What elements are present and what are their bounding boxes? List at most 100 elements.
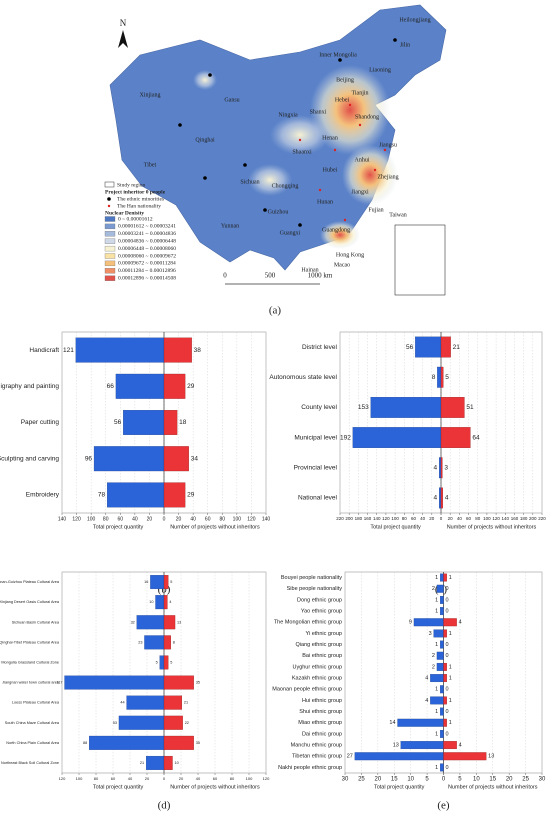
bar-left xyxy=(107,482,165,508)
place-label: Hubei xyxy=(323,167,338,173)
value-label: 29 xyxy=(187,383,195,390)
legend-swatch xyxy=(104,216,116,222)
x-tick-label: 40 xyxy=(128,776,133,781)
density-spot xyxy=(310,65,390,155)
place-label: Shanxi xyxy=(310,109,327,115)
bar-left xyxy=(144,635,165,650)
legend-label: The Han nationality xyxy=(117,203,161,209)
x-tick-label: 80 xyxy=(220,516,226,522)
place-label: Hunan xyxy=(317,199,333,205)
density-spot xyxy=(320,221,360,249)
density-spot xyxy=(270,115,330,155)
bar-right xyxy=(163,735,194,750)
chart: 0 20 20 40 40 60 60 80 80 100 100 120 120 Yunnan-Guiz… xyxy=(0,571,270,812)
x-tick-label: 100 xyxy=(246,776,253,781)
place-label: Shaanxi xyxy=(292,149,312,155)
minority-point xyxy=(263,208,267,212)
value-label: 23 xyxy=(138,640,142,644)
value-label: 44 xyxy=(120,701,124,705)
legend-swatch xyxy=(104,260,116,267)
value-label: 96 xyxy=(85,455,93,462)
bar-left xyxy=(439,487,442,509)
legend-label: 0.00011284 ~ 0.00012896 xyxy=(118,268,176,274)
x-tick-label: 40 xyxy=(457,516,463,521)
bar-left xyxy=(123,410,165,435)
category-label: Sibe people nationality xyxy=(287,586,343,592)
category-label: Inner Mongolia Grassland Cultural Zone xyxy=(0,660,59,664)
category-label: Miao ethnic group xyxy=(298,720,342,726)
x-tick-label: 120 xyxy=(382,516,390,521)
x-tick-label: 200 xyxy=(529,516,537,521)
axis-label-left: Total project quantity xyxy=(93,524,144,530)
axis-label-left: Total project quantity xyxy=(370,524,421,530)
category-label: Tibetan ethnic group xyxy=(292,754,342,760)
value-label: 2 xyxy=(432,664,435,670)
bar-left xyxy=(436,651,444,660)
legend-title: Nuclear Denisity xyxy=(105,210,144,216)
bar-right xyxy=(440,336,451,358)
value-label: 192 xyxy=(340,434,351,441)
x-tick-label: 120 xyxy=(247,516,256,522)
value-label: 4 xyxy=(445,495,449,502)
place-label: Qinghai xyxy=(195,137,215,143)
legend-swatch xyxy=(104,253,116,259)
x-tick-label: 20 xyxy=(506,777,513,783)
category-label: Northeast Black Soil Cultural Zone xyxy=(1,761,59,765)
north-arrow xyxy=(118,30,128,48)
value-label: 1 xyxy=(449,720,452,726)
value-label: 16 xyxy=(144,580,148,584)
place-label: Henan xyxy=(322,135,338,141)
value-label: 38 xyxy=(194,347,202,354)
han-point xyxy=(318,188,322,192)
value-label: 56 xyxy=(406,344,414,351)
bar-left xyxy=(436,584,444,593)
category-label: Bai ethnic group xyxy=(302,653,342,659)
bar-left xyxy=(115,373,165,399)
x-tick-label: 100 xyxy=(391,516,399,521)
category-label: Calligraphy and painting xyxy=(0,383,59,390)
x-tick-label: 30 xyxy=(539,777,546,783)
value-label: 3 xyxy=(444,464,448,471)
value-label: 1 xyxy=(449,698,452,704)
value-label: 1 xyxy=(435,597,438,603)
bar-right xyxy=(163,446,189,472)
place-label: Zhejiang xyxy=(377,174,398,180)
x-tick-label: 0 xyxy=(442,777,446,783)
value-label: 29 xyxy=(187,492,195,499)
value-label: 0 xyxy=(446,765,449,771)
category-label: Qinghai-Tibet Plateau Cultural Area xyxy=(0,640,60,644)
bar-left xyxy=(440,573,444,582)
value-label: 1 xyxy=(449,631,452,637)
value-label: 18 xyxy=(179,419,187,426)
category-label: South China Maze Cultural Area xyxy=(5,721,60,725)
x-tick-label: 10 xyxy=(407,777,414,783)
x-tick-label: 40 xyxy=(190,516,196,522)
place-label: Xinjiang xyxy=(140,92,161,98)
category-label: Municipal level xyxy=(294,434,337,441)
x-tick-label: 80 xyxy=(475,516,481,521)
place-label: Jilin xyxy=(400,42,410,48)
x-tick-label: 140 xyxy=(58,516,67,522)
x-tick-label: 5 xyxy=(425,777,429,783)
place-label: Liaoning xyxy=(369,67,391,73)
value-label: 8 xyxy=(432,374,436,381)
x-tick-label: 100 xyxy=(76,776,83,781)
x-tick-label: 100 xyxy=(483,516,491,521)
value-label: 1 xyxy=(449,575,452,581)
legend-label: The ethnic minorities xyxy=(117,196,164,202)
x-tick-label: 60 xyxy=(213,776,218,781)
place-label: Ningxia xyxy=(278,112,298,118)
bar-left xyxy=(400,741,444,750)
value-label: 5 xyxy=(156,660,158,664)
value-label: 53 xyxy=(113,721,117,725)
legend-label: 0.00008060 ~ 0.00009672 xyxy=(118,253,176,259)
value-label: 4 xyxy=(425,676,428,682)
x-tick-label: 80 xyxy=(94,776,99,781)
value-label: 0 xyxy=(446,709,449,715)
value-label: 21 xyxy=(453,344,461,351)
bar-left xyxy=(440,685,444,694)
value-label: 3 xyxy=(429,631,432,637)
value-label: 34 xyxy=(191,455,199,462)
x-tick-label: 200 xyxy=(345,516,353,521)
category-label: Kazakh ethnic group xyxy=(292,676,342,682)
